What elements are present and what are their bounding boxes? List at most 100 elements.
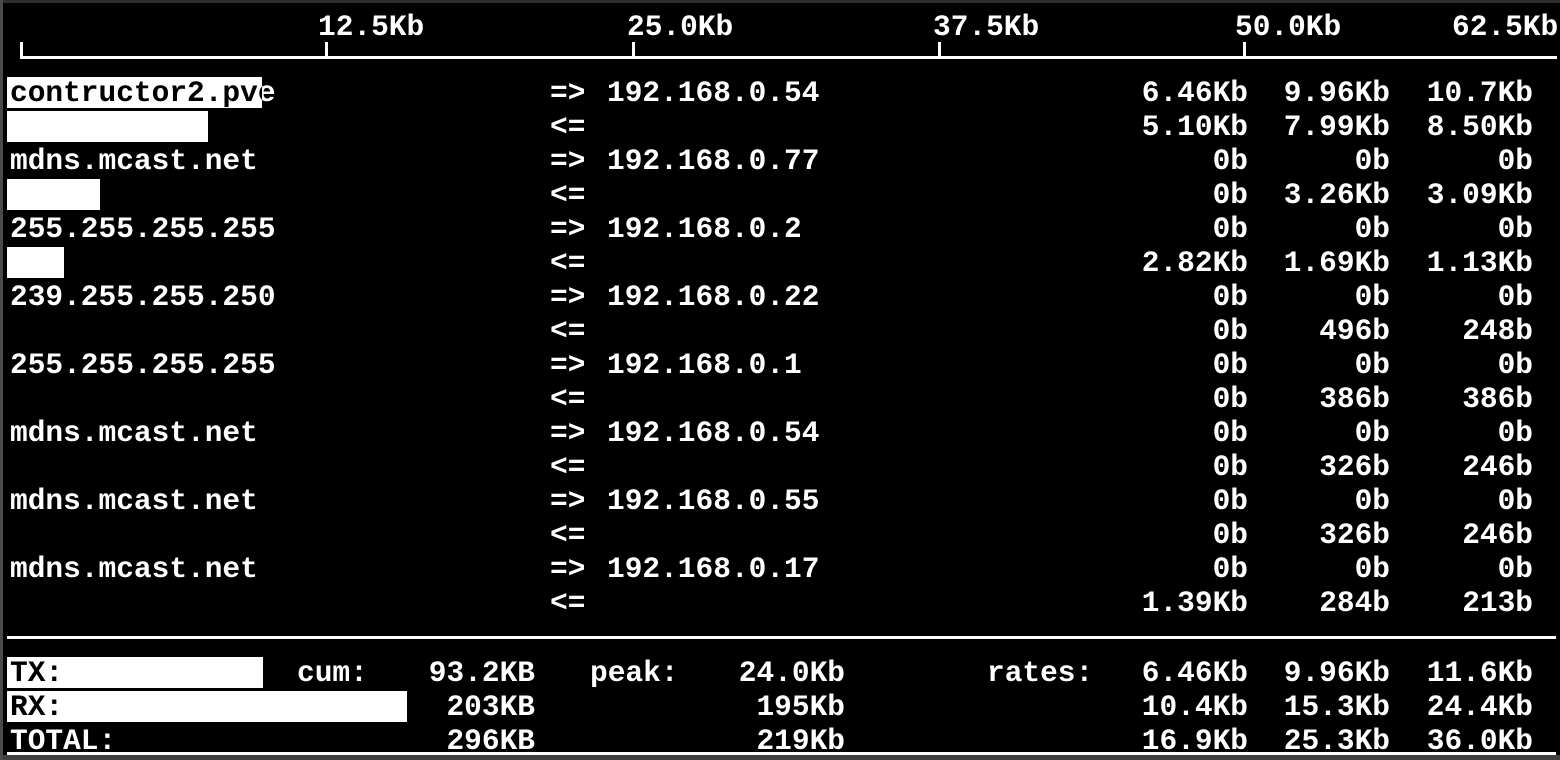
rate-40s: 10.7Kb: [1426, 76, 1533, 110]
total-rate-2s: 16.9Kb: [1141, 724, 1248, 758]
connection-tx-row: contructor2.pve => 192.168.0.54 6.46Kb 9…: [0, 76, 1560, 110]
connection-rx-row: <= 0b 496b 248b: [0, 314, 1560, 348]
scale-label: 50.0Kb: [1235, 10, 1342, 44]
source-host: mdns.mcast.net: [10, 552, 258, 586]
scale-tick: [938, 42, 941, 56]
rate-40s: 248b: [1462, 314, 1533, 348]
rate-40s: 0b: [1497, 144, 1533, 178]
source-host: 255.255.255.255: [10, 348, 276, 382]
total-cum-value: 296KB: [446, 724, 535, 758]
rate-10s: 386b: [1319, 382, 1390, 416]
total-rate-10s: 25.3Kb: [1283, 724, 1390, 758]
rx-arrow-icon: <=: [550, 246, 586, 280]
rx-rate-2s: 10.4Kb: [1141, 690, 1248, 724]
tx-total-bar: [7, 657, 263, 688]
connection-rx-row: <= 0b 386b 386b: [0, 382, 1560, 416]
tx-arrow-icon: =>: [550, 212, 586, 246]
rate-40s: 246b: [1462, 518, 1533, 552]
rate-2s: 0b: [1212, 416, 1248, 450]
source-host: 255.255.255.255: [10, 212, 276, 246]
rate-2s: 6.46Kb: [1141, 76, 1248, 110]
rate-40s: 0b: [1497, 348, 1533, 382]
scale-tick: [1243, 42, 1246, 56]
rx-cum-value: 203KB: [446, 690, 535, 724]
rate-40s: 0b: [1497, 280, 1533, 314]
window-edge-bottom: [0, 755, 1560, 760]
scale-label: 12.5Kb: [318, 10, 425, 44]
rx-arrow-icon: <=: [550, 110, 586, 144]
tx-arrow-icon: =>: [550, 144, 586, 178]
dest-host: 192.168.0.1: [607, 348, 802, 382]
rate-2s: 0b: [1212, 484, 1248, 518]
tx-cum-value: 93.2KB: [428, 656, 535, 690]
rate-10s: 0b: [1354, 552, 1390, 586]
rate-2s: 0b: [1212, 212, 1248, 246]
rate-10s: 0b: [1354, 144, 1390, 178]
tx-rate-2s: 6.46Kb: [1141, 656, 1248, 690]
connection-tx-row: mdns.mcast.net => 192.168.0.54 0b 0b 0b: [0, 416, 1560, 450]
rate-2s: 0b: [1212, 280, 1248, 314]
dest-host: 192.168.0.54: [607, 76, 820, 110]
connection-rx-row: <= 5.10Kb 7.99Kb 8.50Kb: [0, 110, 1560, 144]
rate-40s: 213b: [1462, 586, 1533, 620]
summary-total-row: TOTAL: 296KB 219Kb 16.9Kb 25.3Kb 36.0Kb: [0, 724, 1560, 758]
rx-arrow-icon: <=: [550, 314, 586, 348]
scale-label: 62.5Kb: [1452, 10, 1559, 44]
rates-label: rates:: [987, 656, 1094, 690]
connection-tx-row: mdns.mcast.net => 192.168.0.17 0b 0b 0b: [0, 552, 1560, 586]
scale-label: 25.0Kb: [627, 10, 734, 44]
source-host: mdns.mcast.net: [10, 144, 258, 178]
cum-label: cum:: [297, 656, 368, 690]
rx-arrow-icon: <=: [550, 178, 586, 212]
scale-tick: [632, 42, 635, 56]
rx-label: RX:: [10, 690, 64, 724]
rate-10s: 1.69Kb: [1283, 246, 1390, 280]
dest-host: 192.168.0.22: [607, 280, 820, 314]
rate-2s: 0b: [1212, 314, 1248, 348]
dest-host: 192.168.0.77: [607, 144, 820, 178]
rate-40s: 0b: [1497, 552, 1533, 586]
rate-10s: 496b: [1319, 314, 1390, 348]
rate-2s: 0b: [1212, 144, 1248, 178]
rx-arrow-icon: <=: [550, 450, 586, 484]
rate-40s: 0b: [1497, 212, 1533, 246]
rate-10s: 7.99Kb: [1283, 110, 1390, 144]
bottom-divider: [7, 752, 1556, 755]
source-host: mdns.mcast.net: [10, 484, 258, 518]
rate-10s: 0b: [1354, 212, 1390, 246]
rx-peak-value: 195Kb: [756, 690, 845, 724]
peak-label: peak:: [590, 656, 679, 690]
bandwidth-bar: [7, 247, 64, 278]
rx-rate-40s: 24.4Kb: [1426, 690, 1533, 724]
tx-peak-value: 24.0Kb: [738, 656, 845, 690]
connection-tx-row: 239.255.255.250 => 192.168.0.22 0b 0b 0b: [0, 280, 1560, 314]
dest-host: 192.168.0.17: [607, 552, 820, 586]
window-edge-left: [0, 0, 3, 760]
connection-rx-row: <= 1.39Kb 284b 213b: [0, 586, 1560, 620]
rate-40s: 246b: [1462, 450, 1533, 484]
connection-rx-row: <= 0b 326b 246b: [0, 450, 1560, 484]
tx-arrow-icon: =>: [550, 552, 586, 586]
rate-40s: 3.09Kb: [1426, 178, 1533, 212]
total-peak-value: 219Kb: [756, 724, 845, 758]
rate-40s: 386b: [1462, 382, 1533, 416]
tx-label: TX:: [10, 656, 64, 690]
tx-arrow-icon: =>: [550, 484, 586, 518]
summary-tx-row: TX: cum: 93.2KB peak: 24.0Kb rates: 6.46…: [0, 656, 1560, 690]
rate-10s: 0b: [1354, 484, 1390, 518]
rate-10s: 3.26Kb: [1283, 178, 1390, 212]
dest-host: 192.168.0.54: [607, 416, 820, 450]
tx-arrow-icon: =>: [550, 348, 586, 382]
rate-10s: 284b: [1319, 586, 1390, 620]
rate-40s: 1.13Kb: [1426, 246, 1533, 280]
rate-10s: 326b: [1319, 518, 1390, 552]
rate-2s: 0b: [1212, 518, 1248, 552]
source-host: contructor2.pve: [10, 76, 276, 110]
source-host: mdns.mcast.net: [10, 416, 258, 450]
rate-2s: 1.39Kb: [1141, 586, 1248, 620]
window-edge-top: [0, 0, 1560, 3]
rx-arrow-icon: <=: [550, 586, 586, 620]
tx-rate-40s: 11.6Kb: [1426, 656, 1533, 690]
rx-arrow-icon: <=: [550, 518, 586, 552]
